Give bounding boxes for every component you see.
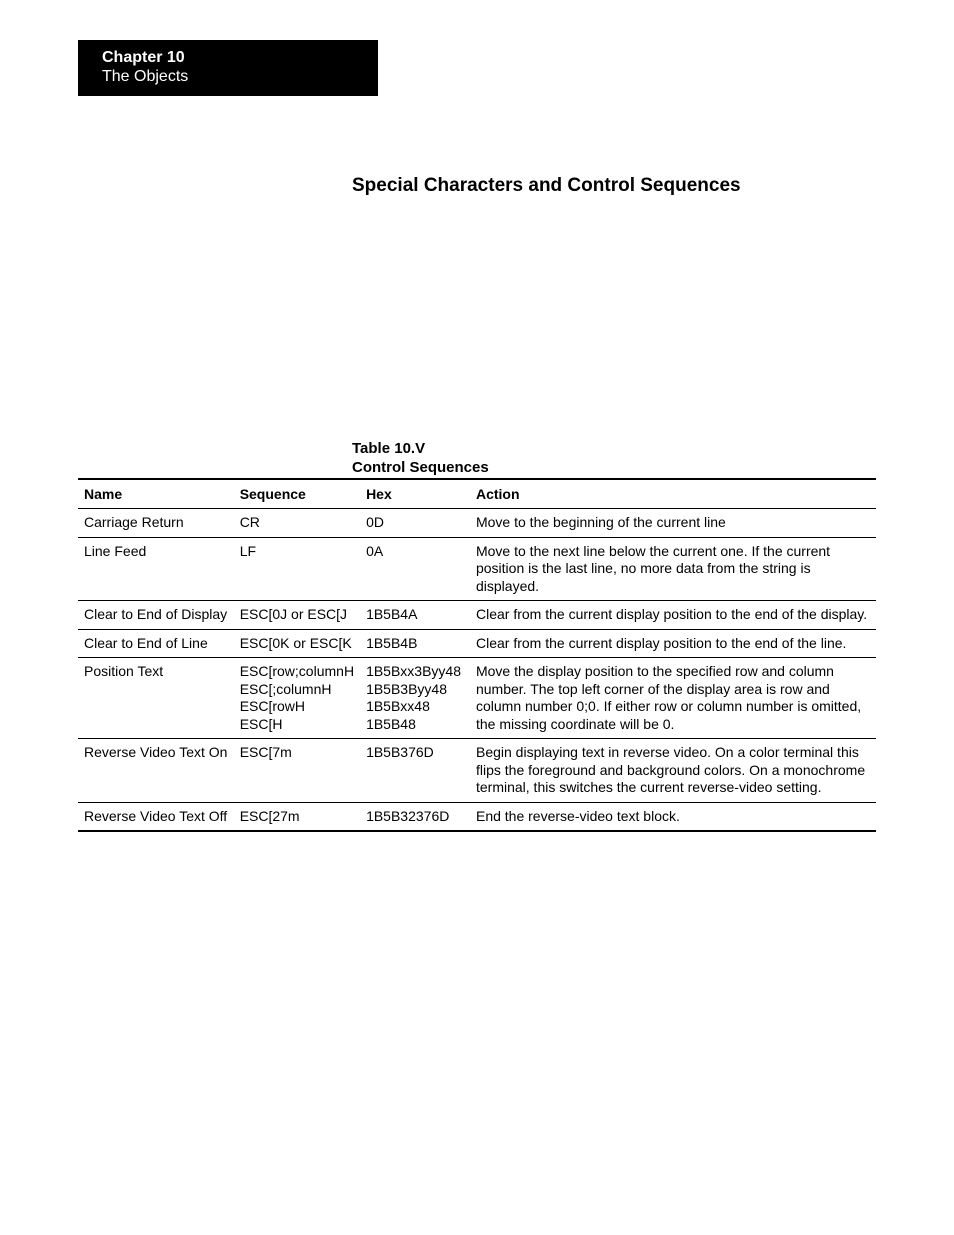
cell-action: Clear from the current display position … bbox=[470, 601, 876, 630]
cell-name: Clear to End of Line bbox=[78, 629, 234, 658]
table-row: Clear to End of Line ESC[0K or ESC[K 1B5… bbox=[78, 629, 876, 658]
cell-hex: 1B5B4B bbox=[360, 629, 470, 658]
document-page: Chapter 10 The Objects Special Character… bbox=[0, 0, 954, 1235]
cell-hex: 1B5B4A bbox=[360, 601, 470, 630]
table-row: Position Text ESC[row;columnH ESC[;colum… bbox=[78, 658, 876, 739]
col-header-action: Action bbox=[470, 479, 876, 509]
cell-action: Clear from the current display position … bbox=[470, 629, 876, 658]
cell-action: Begin displaying text in reverse video. … bbox=[470, 739, 876, 803]
section-title: Special Characters and Control Sequences bbox=[352, 175, 741, 197]
cell-sequence: ESC[0J or ESC[J bbox=[234, 601, 360, 630]
cell-action: Move to the beginning of the current lin… bbox=[470, 509, 876, 538]
cell-name: Reverse Video Text On bbox=[78, 739, 234, 803]
cell-sequence: ESC[0K or ESC[K bbox=[234, 629, 360, 658]
table-header-row: Name Sequence Hex Action bbox=[78, 479, 876, 509]
cell-action: End the reverse-video text block. bbox=[470, 802, 876, 831]
table-heading: Table 10.V Control Sequences bbox=[352, 440, 489, 478]
chapter-tab: Chapter 10 The Objects bbox=[78, 40, 378, 96]
table-row: Reverse Video Text Off ESC[27m 1B5B32376… bbox=[78, 802, 876, 831]
cell-action: Move the display position to the specifi… bbox=[470, 658, 876, 739]
table-subtitle: Control Sequences bbox=[352, 459, 489, 478]
chapter-label: Chapter 10 bbox=[102, 48, 354, 67]
cell-hex: 1B5B376D bbox=[360, 739, 470, 803]
col-header-hex: Hex bbox=[360, 479, 470, 509]
cell-name: Line Feed bbox=[78, 537, 234, 601]
cell-hex: 1B5B32376D bbox=[360, 802, 470, 831]
cell-sequence: ESC[27m bbox=[234, 802, 360, 831]
cell-sequence: ESC[row;columnH ESC[;columnH ESC[rowH ES… bbox=[234, 658, 360, 739]
chapter-subtitle: The Objects bbox=[102, 67, 354, 86]
cell-action: Move to the next line below the current … bbox=[470, 537, 876, 601]
control-sequences-table: Name Sequence Hex Action Carriage Return… bbox=[78, 478, 876, 832]
cell-sequence: LF bbox=[234, 537, 360, 601]
cell-hex: 0A bbox=[360, 537, 470, 601]
table-row: Carriage Return CR 0D Move to the beginn… bbox=[78, 509, 876, 538]
table-row: Clear to End of Display ESC[0J or ESC[J … bbox=[78, 601, 876, 630]
cell-name: Carriage Return bbox=[78, 509, 234, 538]
cell-name: Position Text bbox=[78, 658, 234, 739]
cell-hex: 1B5Bxx3Byy48 1B5B3Byy48 1B5Bxx48 1B5B48 bbox=[360, 658, 470, 739]
table-label: Table 10.V bbox=[352, 440, 489, 459]
col-header-sequence: Sequence bbox=[234, 479, 360, 509]
cell-name: Reverse Video Text Off bbox=[78, 802, 234, 831]
cell-sequence: CR bbox=[234, 509, 360, 538]
table-row: Reverse Video Text On ESC[7m 1B5B376D Be… bbox=[78, 739, 876, 803]
table-row: Line Feed LF 0A Move to the next line be… bbox=[78, 537, 876, 601]
cell-hex: 0D bbox=[360, 509, 470, 538]
col-header-name: Name bbox=[78, 479, 234, 509]
cell-sequence: ESC[7m bbox=[234, 739, 360, 803]
cell-name: Clear to End of Display bbox=[78, 601, 234, 630]
